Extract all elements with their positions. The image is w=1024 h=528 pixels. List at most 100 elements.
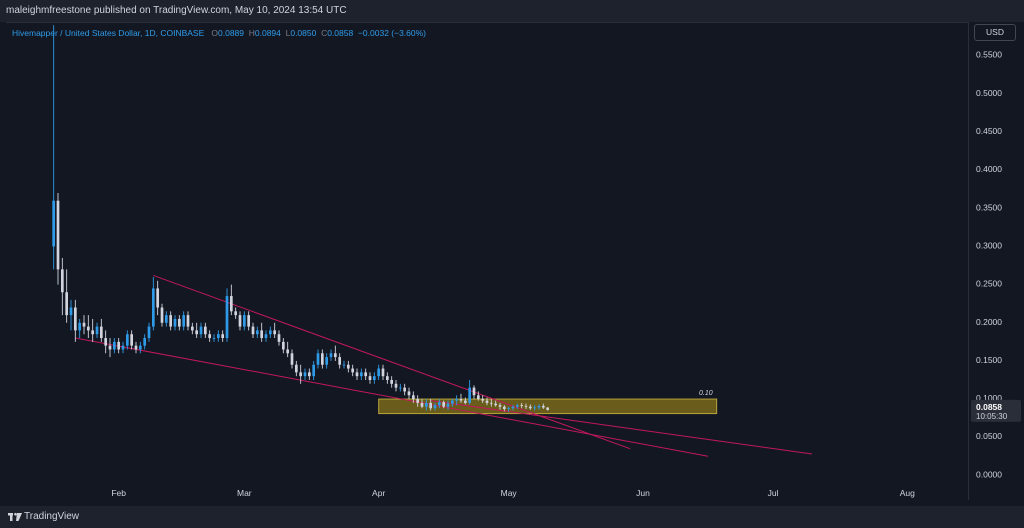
last-price-tag xyxy=(971,399,1021,422)
price-axis-svg: 0.5500 0.5000 0.4500 0.4000 0.3500 0.3000 0.25… xyxy=(971,50,1021,479)
candle xyxy=(52,25,56,270)
candle xyxy=(134,341,138,354)
candle-body xyxy=(520,405,524,406)
candle xyxy=(420,399,424,409)
y-tick-label: 0.5500 xyxy=(976,50,1002,60)
y-tick-label: 0.0000 xyxy=(976,469,1002,479)
candle xyxy=(368,372,372,384)
candle-body xyxy=(325,357,329,365)
price-axis[interactable]: 0.5500 0.5000 0.4500 0.4000 0.3500 0.3000 0.25… xyxy=(968,22,1024,500)
candle xyxy=(355,368,359,380)
candle-body xyxy=(424,402,428,407)
candle xyxy=(60,257,64,316)
candle-body xyxy=(99,326,103,339)
trendline-upper xyxy=(153,274,631,450)
candle-body xyxy=(528,406,532,409)
candle xyxy=(364,368,368,380)
candle-body xyxy=(546,407,550,410)
currency-button[interactable]: USD xyxy=(974,24,1016,41)
candle xyxy=(255,326,259,339)
candle-body xyxy=(476,395,480,400)
x-tick-label: May xyxy=(501,488,518,498)
x-tick-label: Jun xyxy=(636,488,650,498)
candle xyxy=(216,330,220,342)
trendline-lower-shallow xyxy=(430,400,813,455)
candle-body xyxy=(429,402,433,409)
candle xyxy=(56,193,60,285)
candle xyxy=(429,399,433,411)
candle xyxy=(182,311,186,331)
publish-text: maleighmfreestone published on TradingVi… xyxy=(6,5,347,16)
symbol-name[interactable]: Hivemapper / United States Dollar, 1D, C… xyxy=(12,28,205,38)
candle xyxy=(459,393,463,403)
candle-body xyxy=(346,364,350,369)
candle-body xyxy=(242,315,246,327)
candle xyxy=(294,360,298,377)
candle xyxy=(424,399,428,411)
candle-body xyxy=(82,322,86,327)
candle-body xyxy=(186,315,190,327)
candle-body xyxy=(86,326,90,331)
candle xyxy=(190,322,194,335)
candle-body xyxy=(333,353,337,358)
candle-body xyxy=(433,405,437,409)
y-tick-label: 0.4000 xyxy=(976,164,1002,174)
candle xyxy=(112,338,116,354)
candle xyxy=(125,330,129,350)
y-tick-label: 0.4500 xyxy=(976,126,1002,136)
candle-body xyxy=(290,353,294,365)
candle-body xyxy=(264,334,268,339)
candle-body xyxy=(481,399,485,401)
candlestick-chart[interactable]: 0.10 Feb Mar Apr May Jun Jul Aug xyxy=(6,23,968,501)
footer-brand[interactable]: TradingView xyxy=(24,511,80,522)
candle xyxy=(229,284,233,316)
candle-body xyxy=(437,402,441,406)
publish-header: maleighmfreestone published on TradingVi… xyxy=(0,0,1024,22)
candle-body xyxy=(342,364,346,366)
candle-body xyxy=(169,315,173,327)
candle-body xyxy=(411,395,415,400)
candle-body xyxy=(416,399,420,403)
y-tick-label: 0.5000 xyxy=(976,88,1002,98)
candle xyxy=(416,395,420,407)
candle xyxy=(507,406,511,413)
candle xyxy=(446,400,450,410)
candle xyxy=(411,391,415,403)
candle xyxy=(381,364,385,380)
candle xyxy=(485,397,489,406)
candle-body xyxy=(268,330,272,335)
candle-body xyxy=(286,349,290,354)
y-tick-label: 0.2500 xyxy=(976,279,1002,289)
trendline-lower-steep xyxy=(75,337,709,457)
candle xyxy=(173,315,177,331)
candle xyxy=(195,322,199,339)
tradingview-logo-icon[interactable] xyxy=(8,512,22,522)
candle xyxy=(151,276,155,331)
candle-body xyxy=(108,345,112,350)
candle xyxy=(121,341,125,354)
candle xyxy=(169,311,173,331)
chart-area[interactable]: 0.10 Feb Mar Apr May Jun Jul Aug xyxy=(6,22,968,500)
candle-body xyxy=(273,330,277,335)
close-label: C xyxy=(321,28,328,38)
candle-body xyxy=(173,318,177,327)
candle-body xyxy=(472,387,476,396)
close-value: 0.0858 xyxy=(327,28,354,38)
y-tick-label: 0.3000 xyxy=(976,240,1002,250)
candle xyxy=(377,364,381,380)
candle xyxy=(208,330,212,342)
candle xyxy=(177,315,181,331)
candle xyxy=(498,402,502,410)
candle xyxy=(82,315,86,335)
candle-body xyxy=(208,334,212,339)
high-value: 0.0894 xyxy=(254,28,281,38)
candle xyxy=(143,334,147,350)
candle-body xyxy=(104,338,108,346)
candle-body xyxy=(307,372,311,377)
candle-body xyxy=(515,405,519,407)
candle xyxy=(442,400,446,409)
candle xyxy=(463,397,467,405)
candle xyxy=(117,338,121,354)
y-tick-label: 0.1000 xyxy=(976,393,1002,403)
y-tick-label: 0.1500 xyxy=(976,355,1002,365)
